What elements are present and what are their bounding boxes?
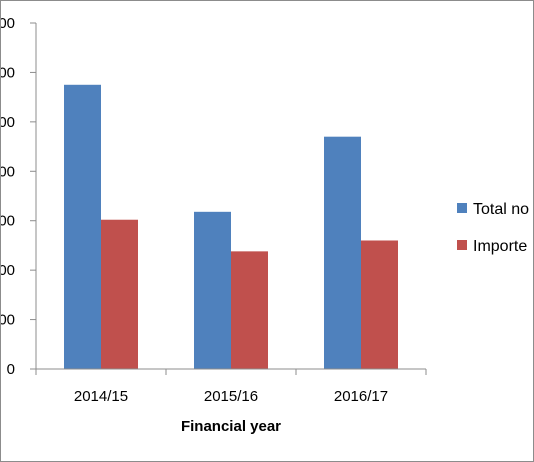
bars-group	[64, 84, 398, 370]
bar-total-0	[64, 84, 101, 370]
x-tick-label: 2015/16	[204, 388, 258, 405]
legend-label: Total no	[473, 201, 529, 218]
x-axis-title: Financial year	[181, 418, 281, 435]
y-tick-label: 00	[1, 312, 15, 329]
bar-imported-2	[361, 240, 398, 369]
y-tick-label: 00	[1, 114, 15, 131]
y-tick-label: 00	[1, 213, 15, 230]
bar-imported-1	[231, 251, 268, 369]
y-tick-label: 0	[7, 361, 15, 378]
bar-total-1	[194, 211, 231, 369]
y-tick-label: 00	[1, 163, 15, 180]
x-tick-label: 2016/17	[334, 388, 388, 405]
legend-swatch	[457, 203, 467, 213]
bar-total-2	[324, 136, 361, 369]
y-tick-label: 00	[1, 15, 15, 32]
legend-swatch	[457, 240, 467, 250]
y-tick-label: 00	[1, 64, 15, 81]
y-ticks-group: 000000000000000	[1, 15, 36, 378]
x-tick-label: 2014/15	[74, 388, 128, 405]
x-ticks-group: 2014/15 2015/16 2016/17	[35, 369, 427, 405]
legend-label: Importe	[473, 238, 527, 255]
y-tick-label: 00	[1, 262, 15, 279]
legend: Total no Importe	[457, 201, 529, 255]
bar-imported-0	[101, 219, 138, 369]
